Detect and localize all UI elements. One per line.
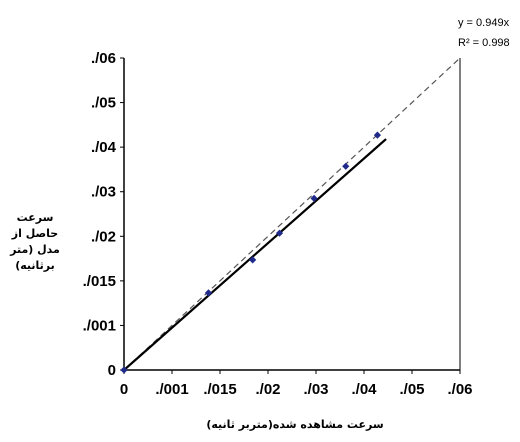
x-axis-label: سرعت مشاهده شده(متربر ثانیه)	[206, 418, 384, 431]
x-tick-label: ./06	[447, 381, 472, 398]
y-axis-label-line: برثانیه)	[15, 259, 55, 272]
y-tick-label: ./015	[83, 273, 116, 290]
points-layer	[120, 131, 382, 374]
axes-layer	[123, 58, 461, 371]
reference-line-layer	[123, 57, 461, 371]
x-tick-label: ./05	[399, 381, 424, 398]
tick-layer: 0 ./001 ./015 ./02 ./03 ./04 ./05 ./06 0 ./001 ./0…	[83, 50, 473, 398]
x-tick-label: ./02	[255, 381, 280, 398]
x-tick-label: ./03	[303, 381, 328, 398]
data-point	[275, 229, 284, 237]
data-point	[204, 289, 213, 297]
x-tick-label: ./015	[203, 381, 236, 398]
data-point	[310, 194, 318, 202]
data-point	[342, 162, 350, 170]
y-axis-label-line: حاصل از	[11, 227, 59, 240]
trendline-r2: R² = 0.998	[458, 37, 510, 49]
trendline	[123, 138, 387, 371]
y-tick-label: 0	[108, 362, 116, 379]
y-tick-label: ./06	[91, 50, 116, 67]
y-axis-label-line: مدل (متر	[10, 243, 60, 256]
y-tick-label: ./04	[91, 139, 117, 156]
y-tick-label: ./02	[91, 228, 116, 245]
data-point	[249, 256, 257, 264]
x-tick-label: ./04	[351, 381, 377, 398]
y-tick-label: ./05	[91, 95, 116, 112]
x-tick-label: ./001	[155, 381, 188, 398]
data-point	[120, 366, 128, 374]
reference-line-y-equals-x	[123, 57, 461, 371]
trendline-equation: y = 0.949x	[458, 17, 510, 29]
y-axis-label: سرعت حاصل از مدل (متر برثانیه)	[0, 210, 70, 274]
y-tick-label: ./001	[83, 317, 116, 334]
trendline-layer	[123, 138, 387, 371]
x-tick-label: 0	[120, 381, 128, 398]
data-point	[373, 131, 382, 139]
y-axis-label-line: سرعت	[16, 211, 54, 224]
y-tick-label: ./03	[91, 184, 116, 201]
